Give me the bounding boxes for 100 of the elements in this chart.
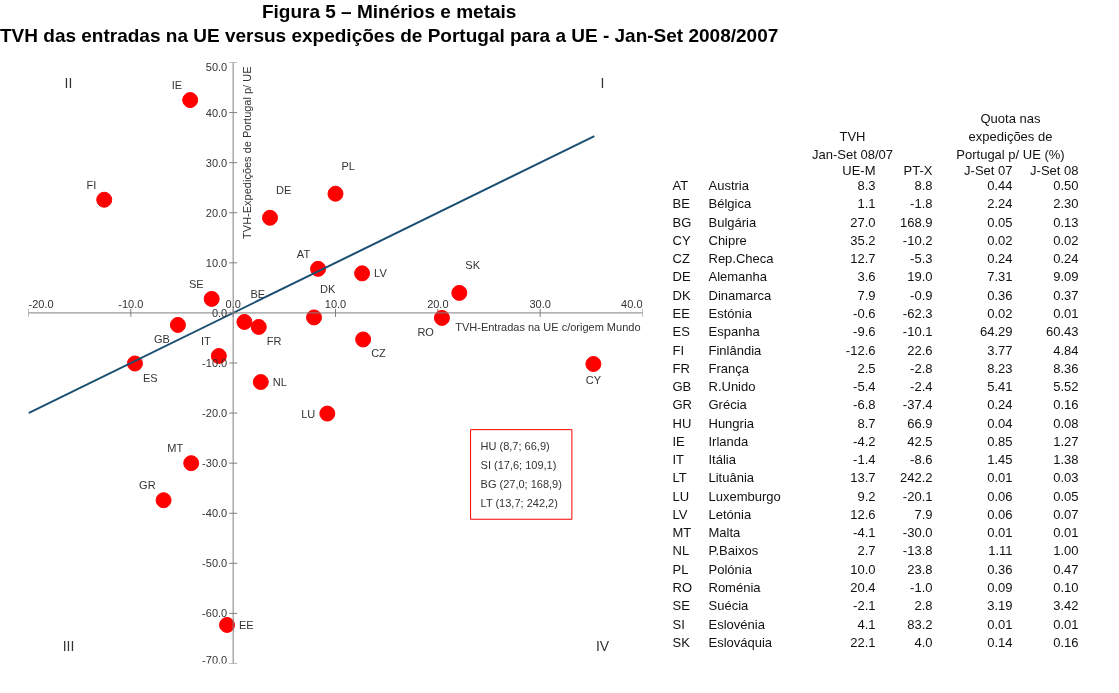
data-label: 4.0 bbox=[914, 634, 933, 650]
category-label: Eslováquia bbox=[708, 634, 773, 650]
data-label: 0.01 bbox=[987, 470, 1013, 486]
category-label: Polónia bbox=[708, 561, 752, 577]
data-label: 35.2 bbox=[850, 232, 876, 248]
y-tick-label: 50.0 bbox=[205, 60, 228, 73]
category-label: GR bbox=[672, 397, 692, 413]
data-label: 22.1 bbox=[850, 634, 876, 650]
category-label: NL bbox=[672, 543, 690, 559]
category-label: Irlanda bbox=[708, 433, 749, 449]
data-label: 0.36 bbox=[987, 287, 1013, 303]
data-label: 0.24 bbox=[987, 251, 1013, 267]
text: J-Set 07 bbox=[964, 162, 1013, 178]
data-label: 1.27 bbox=[1053, 433, 1079, 449]
data-label: 0.50 bbox=[1053, 178, 1079, 194]
x-tick-label: 40.0 bbox=[621, 297, 643, 310]
data-label: 22.6 bbox=[907, 342, 933, 358]
data-label: 0.37 bbox=[1053, 287, 1079, 303]
y-tick-label: -20.0 bbox=[202, 407, 228, 420]
data-label: 0.06 bbox=[987, 506, 1013, 522]
data-label: 2.8 bbox=[914, 598, 933, 614]
data-label: 0.05 bbox=[1053, 488, 1079, 504]
category-label: Alemanha bbox=[708, 269, 768, 285]
text: J-Set 08 bbox=[1030, 162, 1079, 178]
category-label: IT bbox=[672, 452, 685, 468]
data-label: 168.9 bbox=[899, 214, 933, 230]
data-label: 8.3 bbox=[857, 178, 876, 194]
category-label: Bélgica bbox=[708, 196, 752, 212]
x-tick-label: -20.0 bbox=[28, 297, 54, 310]
data-label: 7.31 bbox=[987, 269, 1013, 285]
category-label: SK bbox=[672, 634, 691, 650]
data-label: -1.4 bbox=[853, 452, 876, 468]
data-label: 1.38 bbox=[1053, 452, 1079, 468]
data-label: NL bbox=[272, 376, 287, 389]
y-tick-label: 30.0 bbox=[205, 156, 228, 169]
category-label: BE bbox=[672, 196, 691, 212]
data-label: 4.84 bbox=[1053, 342, 1079, 358]
y-tick-label: 40.0 bbox=[205, 106, 228, 119]
x-axis-title: TVH-Entradas na UE c/origem Mundo bbox=[455, 320, 641, 333]
data-label: -5.4 bbox=[853, 379, 876, 395]
data-label: 5.41 bbox=[987, 379, 1013, 395]
data-label: -10.1 bbox=[902, 324, 933, 340]
x-tick-label: -10.0 bbox=[118, 297, 144, 310]
category-label: Austria bbox=[708, 178, 749, 194]
category-label: PL bbox=[672, 561, 689, 577]
data-label: FI bbox=[86, 178, 97, 191]
data-label: 42.5 bbox=[907, 433, 933, 449]
category-label: Rep.Checa bbox=[708, 251, 774, 267]
data-label: GR bbox=[139, 479, 156, 492]
data-label: 64.29 bbox=[979, 324, 1013, 340]
chart-title: Figura 5 – Minérios e metais bbox=[261, 1, 517, 22]
data-label: 1.45 bbox=[987, 452, 1013, 468]
data-label: -2.1 bbox=[853, 598, 876, 614]
data-label: -4.2 bbox=[853, 433, 876, 449]
data-label: 9.09 bbox=[1053, 269, 1079, 285]
category-label: IE bbox=[672, 433, 686, 449]
category-label: DK bbox=[672, 287, 691, 303]
data-label: 2.24 bbox=[987, 196, 1013, 212]
data-label: 12.6 bbox=[850, 506, 876, 522]
data-label: IE bbox=[171, 79, 183, 92]
data-label: 0.44 bbox=[987, 178, 1013, 194]
annotation: HU (8,7; 66,9) SI (17,6; 109,1) BG (27,0; 168,9) LT (13,7; 242,2) bbox=[480, 439, 562, 510]
data-label: RO bbox=[417, 325, 435, 338]
data-label: -0.9 bbox=[910, 287, 933, 303]
data-label: -2.4 bbox=[910, 379, 933, 395]
data-label: 2.30 bbox=[1053, 196, 1079, 212]
category-label: LT bbox=[672, 470, 687, 486]
category-label: EE bbox=[672, 305, 691, 321]
data-label: 60.43 bbox=[1045, 324, 1079, 340]
data-label: GB bbox=[154, 332, 170, 345]
data-label: 3.42 bbox=[1053, 598, 1079, 614]
data-label: 0.08 bbox=[1053, 415, 1079, 431]
y-tick-label: -50.0 bbox=[202, 557, 228, 570]
data-label: 8.36 bbox=[1053, 360, 1079, 376]
x-tick-label: 20.0 bbox=[427, 297, 449, 310]
y-axis-title: TVH-Expedições de Portugal p/ UE bbox=[241, 66, 254, 239]
data-label: -37.4 bbox=[902, 397, 933, 413]
data-label: -30.0 bbox=[902, 525, 933, 541]
category-label: BG bbox=[672, 214, 692, 230]
y-tick-label: 20.0 bbox=[205, 206, 228, 219]
data-label: -2.8 bbox=[910, 360, 933, 376]
data-label: PL bbox=[341, 159, 355, 172]
data-label: 0.24 bbox=[1053, 251, 1079, 267]
category-label: SE bbox=[672, 598, 691, 614]
data-label: DE bbox=[276, 183, 292, 196]
data-label: -10.2 bbox=[902, 232, 933, 248]
data-label: 0.05 bbox=[987, 214, 1013, 230]
data-label: 0.13 bbox=[1053, 214, 1079, 230]
data-label: 3.6 bbox=[857, 269, 876, 285]
data-label: 2.7 bbox=[857, 543, 876, 559]
data-label: 8.7 bbox=[857, 415, 876, 431]
data-label: 23.8 bbox=[907, 561, 933, 577]
data-label: 5.52 bbox=[1053, 379, 1079, 395]
category-label: Estónia bbox=[708, 305, 752, 321]
y-tick-label: -60.0 bbox=[202, 607, 228, 620]
category-label: LU bbox=[672, 488, 690, 504]
data-label: 0.24 bbox=[987, 397, 1013, 413]
data-label: 2.5 bbox=[857, 360, 876, 376]
category-label: ES bbox=[672, 324, 691, 340]
data-label: 0.04 bbox=[987, 415, 1013, 431]
